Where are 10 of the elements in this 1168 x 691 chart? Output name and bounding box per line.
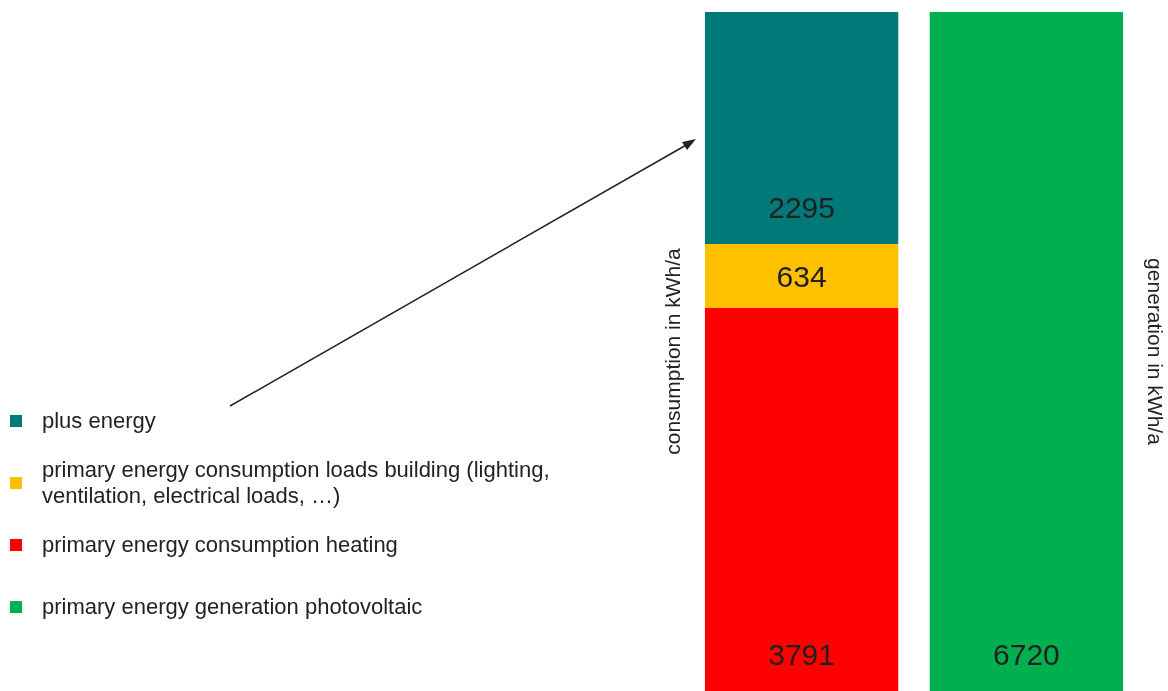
y-axis-title: consumption in kWh/a xyxy=(661,247,685,455)
legend-label: primary energy consumption loads building (lighting, ventilation, electrical loads, …) xyxy=(42,457,551,509)
legend-label: primary energy consumption heating xyxy=(42,532,399,558)
legend-label: plus energy xyxy=(42,408,157,434)
data-label: 3791 xyxy=(768,638,835,671)
data-label: 6720 xyxy=(993,638,1060,671)
data-label: 2295 xyxy=(768,190,835,224)
data-label: 634 xyxy=(776,259,827,293)
legend-label: primary energy generation photovoltaic xyxy=(42,594,424,620)
y2-axis-title: generation in kWh/a xyxy=(1143,258,1167,446)
